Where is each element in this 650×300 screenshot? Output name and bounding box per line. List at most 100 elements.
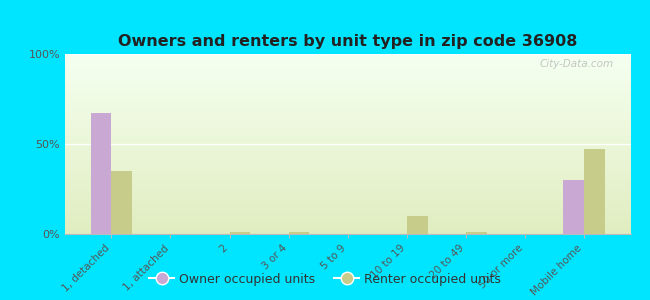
Bar: [65, 142, 630, 143]
Bar: [91, 113, 111, 234]
Bar: [65, 161, 630, 162]
Bar: [65, 163, 630, 164]
Bar: [65, 145, 630, 146]
Bar: [65, 171, 630, 172]
Bar: [65, 206, 630, 207]
Bar: [65, 71, 630, 72]
Bar: [65, 153, 630, 154]
Bar: [65, 85, 630, 86]
Bar: [65, 149, 630, 150]
Bar: [65, 104, 630, 105]
Bar: [65, 62, 630, 63]
Bar: [65, 103, 630, 104]
Bar: [65, 188, 630, 189]
Bar: [65, 117, 630, 118]
Bar: [65, 119, 630, 120]
Bar: [65, 75, 630, 76]
Bar: [65, 133, 630, 134]
Bar: [65, 87, 630, 88]
Bar: [65, 114, 630, 115]
Bar: [65, 136, 630, 137]
Bar: [65, 165, 630, 166]
Bar: [65, 213, 630, 214]
Bar: [65, 112, 630, 113]
Bar: [65, 151, 630, 152]
Bar: [65, 122, 630, 123]
Bar: [65, 140, 630, 141]
Bar: [65, 217, 630, 218]
Bar: [65, 194, 630, 195]
Bar: [65, 156, 630, 157]
Bar: [65, 215, 630, 216]
Bar: [65, 187, 630, 188]
Bar: [65, 200, 630, 201]
Bar: [65, 80, 630, 81]
Bar: [65, 219, 630, 220]
Bar: [65, 126, 630, 127]
Bar: [65, 60, 630, 61]
Bar: [65, 135, 630, 136]
Bar: [65, 139, 630, 140]
Bar: [65, 118, 630, 119]
Bar: [65, 227, 630, 228]
Bar: [65, 168, 630, 169]
Bar: [65, 84, 630, 85]
Bar: [65, 90, 630, 91]
Bar: [65, 143, 630, 144]
Bar: [65, 79, 630, 80]
Bar: [65, 70, 630, 71]
Bar: [65, 125, 630, 126]
Bar: [65, 160, 630, 161]
Bar: [65, 121, 630, 122]
Bar: [65, 150, 630, 151]
Bar: [65, 99, 630, 100]
Bar: [65, 178, 630, 179]
Bar: [65, 172, 630, 173]
Bar: [65, 55, 630, 56]
Bar: [65, 64, 630, 65]
Bar: [65, 88, 630, 89]
Bar: [65, 158, 630, 159]
Bar: [65, 116, 630, 117]
Bar: [65, 91, 630, 92]
Bar: [65, 147, 630, 148]
Bar: [65, 154, 630, 155]
Bar: [289, 232, 309, 234]
Bar: [65, 129, 630, 130]
Bar: [65, 209, 630, 210]
Bar: [65, 197, 630, 198]
Bar: [65, 67, 630, 68]
Bar: [65, 72, 630, 73]
Bar: [65, 196, 630, 197]
Bar: [65, 94, 630, 95]
Bar: [65, 66, 630, 67]
Bar: [65, 98, 630, 99]
Bar: [65, 174, 630, 175]
Bar: [65, 111, 630, 112]
Bar: [65, 148, 630, 149]
Bar: [65, 193, 630, 194]
Bar: [65, 141, 630, 142]
Bar: [65, 230, 630, 231]
Bar: [65, 216, 630, 217]
Bar: [65, 195, 630, 196]
Bar: [65, 54, 630, 55]
Bar: [65, 63, 630, 64]
Bar: [65, 214, 630, 215]
Bar: [65, 115, 630, 116]
Bar: [65, 155, 630, 156]
Bar: [65, 58, 630, 59]
Bar: [65, 182, 630, 183]
Bar: [65, 205, 630, 206]
Bar: [65, 176, 630, 177]
Bar: [65, 179, 630, 180]
Bar: [65, 207, 630, 208]
Bar: [65, 78, 630, 79]
Bar: [65, 124, 630, 125]
Bar: [564, 180, 584, 234]
Legend: Owner occupied units, Renter occupied units: Owner occupied units, Renter occupied un…: [144, 268, 506, 291]
Bar: [65, 134, 630, 135]
Bar: [65, 109, 630, 110]
Title: Owners and renters by unit type in zip code 36908: Owners and renters by unit type in zip c…: [118, 34, 577, 49]
Bar: [65, 166, 630, 167]
